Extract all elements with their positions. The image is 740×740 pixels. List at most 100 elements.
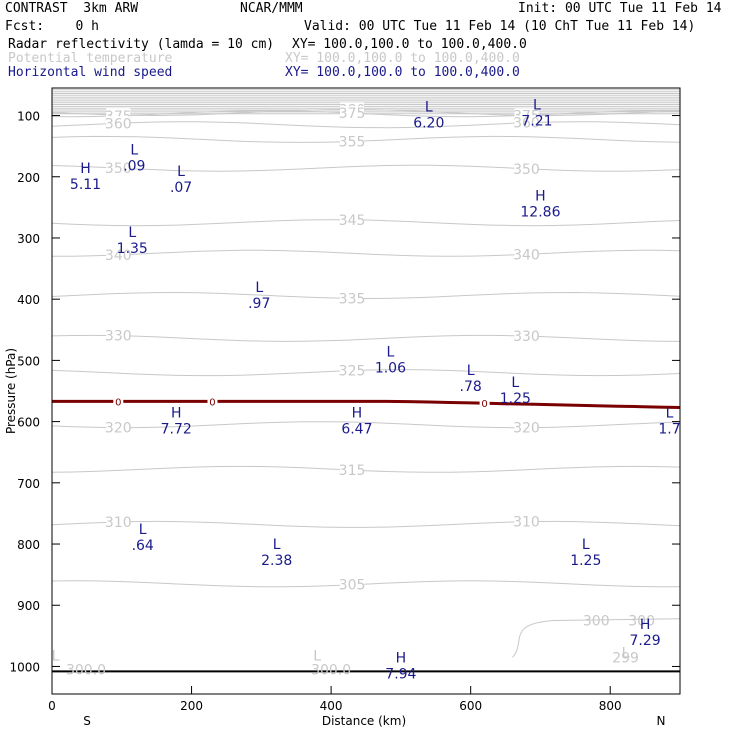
y-tick-label: 200 bbox=[17, 171, 40, 185]
theta-contour-340 bbox=[52, 249, 680, 257]
y-tick-label: 500 bbox=[17, 354, 40, 368]
wind-extremum-marker: L bbox=[128, 225, 136, 241]
y-tick-label: 600 bbox=[17, 416, 40, 430]
theta-label-surface-1: 300.0 bbox=[66, 663, 106, 679]
field-theta: Potential temperature bbox=[8, 51, 173, 66]
theta-label-300b: 300 bbox=[628, 614, 655, 630]
wind-extremum-marker: H bbox=[171, 406, 182, 422]
theta-label-bg bbox=[514, 115, 539, 130]
x-axis-label: Distance (km) bbox=[322, 714, 406, 728]
wind-extremum-value: .78 bbox=[460, 379, 482, 395]
field-reflectivity: Radar reflectivity (lamda = 10 cm) bbox=[8, 37, 275, 52]
wind-extremum-marker: H bbox=[352, 406, 363, 422]
theta-label: 325 bbox=[339, 364, 366, 380]
theta-label-bg bbox=[340, 463, 365, 478]
theta-label-bg bbox=[514, 329, 539, 344]
x-tick-label: 600 bbox=[459, 699, 482, 713]
endpoint-left: S bbox=[83, 714, 91, 728]
theta-label-bg bbox=[106, 161, 131, 176]
y-tick-label: 1000 bbox=[9, 660, 40, 674]
freezing-label-bg bbox=[207, 395, 218, 408]
theta-label-299: 299 bbox=[612, 650, 639, 666]
wind-extremum-marker: L bbox=[533, 98, 541, 114]
y-tick-label: 300 bbox=[17, 232, 40, 246]
theta-label-bg bbox=[106, 515, 131, 530]
theta-label-bg bbox=[514, 161, 539, 176]
wind-extremum-value: .97 bbox=[248, 296, 270, 312]
wind-extremum-marker: L bbox=[467, 363, 475, 379]
theta-label: 340 bbox=[105, 248, 132, 264]
theta-contour-310 bbox=[52, 520, 680, 528]
theta-contour-335 bbox=[52, 291, 680, 300]
theta-contour-305 bbox=[52, 580, 680, 588]
wind-extremum-value: 6.47 bbox=[341, 422, 372, 438]
x-tick-label: 0 bbox=[48, 699, 56, 713]
theta-contour-330 bbox=[52, 334, 680, 342]
wind-extremum-marker: H bbox=[396, 650, 407, 666]
freezing-level-label: 0 bbox=[115, 397, 121, 408]
freezing-level-label: 0 bbox=[209, 397, 215, 408]
wind-extremum-value: 1.7 bbox=[658, 422, 680, 438]
field-wind: Horizontal wind speed bbox=[8, 65, 173, 80]
wind-extremum-marker: L bbox=[666, 406, 674, 422]
wind-extremum-value: 1.25 bbox=[500, 391, 531, 407]
theta-label-bg bbox=[340, 577, 365, 592]
y-tick-label: 800 bbox=[17, 538, 40, 552]
wind-extremum-value: 1.35 bbox=[117, 241, 148, 257]
theta-contour-355 bbox=[52, 135, 680, 143]
wind-extremum-marker: L bbox=[177, 164, 185, 180]
wind-extremum-value: 1.06 bbox=[375, 360, 406, 376]
theta-contour-300 bbox=[512, 618, 680, 658]
theta-label-bg bbox=[340, 212, 365, 227]
wind-extremum-marker: H bbox=[535, 188, 546, 204]
x-tick-label: 400 bbox=[320, 699, 343, 713]
theta-low-marker: L bbox=[52, 648, 60, 664]
valid-time: Valid: 00 UTC Tue 11 Feb 14 (10 ChT Tue … bbox=[304, 19, 696, 34]
theta-label-bg bbox=[106, 116, 131, 131]
wind-extremum-marker: L bbox=[139, 522, 147, 538]
theta-label-surface-2: 300.0 bbox=[311, 663, 351, 679]
chart-labels: 3803803803753753753603603553503503453403… bbox=[52, 98, 681, 683]
wind-extremum-value: 1.25 bbox=[570, 553, 601, 569]
theta-label: 345 bbox=[339, 213, 366, 229]
theta-contour-380 bbox=[52, 108, 680, 117]
theta-label: 320 bbox=[105, 421, 132, 437]
theta-label: 330 bbox=[105, 329, 132, 345]
theta-label: 310 bbox=[105, 515, 132, 531]
wind-extremum-marker: H bbox=[640, 617, 651, 633]
theta-label: 330 bbox=[513, 329, 540, 345]
y-tick-label: 400 bbox=[17, 293, 40, 307]
wind-extremum-value: .09 bbox=[123, 158, 145, 174]
theta-label: 335 bbox=[339, 291, 366, 307]
wind-extremum-marker: L bbox=[255, 280, 263, 296]
freezing-label-bg bbox=[113, 395, 124, 408]
theta-contours bbox=[52, 89, 680, 673]
plot-frame bbox=[51, 87, 681, 695]
field-wind-xy: XY= 100.0,100.0 to 100.0,400.0 bbox=[285, 65, 520, 80]
wind-extremum-marker: L bbox=[130, 142, 138, 158]
theta-label: 360 bbox=[105, 116, 132, 132]
wind-extremum-value: .64 bbox=[132, 538, 154, 554]
theta-contour-345 bbox=[52, 219, 680, 227]
theta-label-bg bbox=[106, 420, 131, 435]
theta-label-bg bbox=[514, 514, 539, 529]
y-tick-label: 900 bbox=[17, 599, 40, 613]
wind-extremum-value: 7.94 bbox=[385, 666, 416, 682]
wind-extremum-value: 2.38 bbox=[261, 553, 292, 569]
wind-extremum-value: 7.21 bbox=[521, 114, 552, 130]
org-label: NCAR/MMM bbox=[240, 1, 303, 16]
freezing-level-label: 0 bbox=[481, 399, 487, 410]
theta-contour-325 bbox=[52, 369, 680, 377]
theta-label: 350 bbox=[513, 162, 540, 178]
theta-label: 340 bbox=[513, 247, 540, 263]
y-tick-label: 700 bbox=[17, 477, 40, 491]
x-tick-label: 800 bbox=[599, 699, 622, 713]
theta-low-marker: L bbox=[622, 645, 630, 661]
wind-extremum-value: 12.86 bbox=[520, 204, 560, 220]
field-theta-xy: XY= 100.0,100.0 to 100.0,400.0 bbox=[285, 51, 520, 66]
forecast-hour: Fcst: 0 h bbox=[5, 19, 99, 34]
theta-label-bg bbox=[340, 106, 365, 121]
theta-label-bg bbox=[106, 328, 131, 343]
theta-contour-315 bbox=[52, 465, 680, 473]
